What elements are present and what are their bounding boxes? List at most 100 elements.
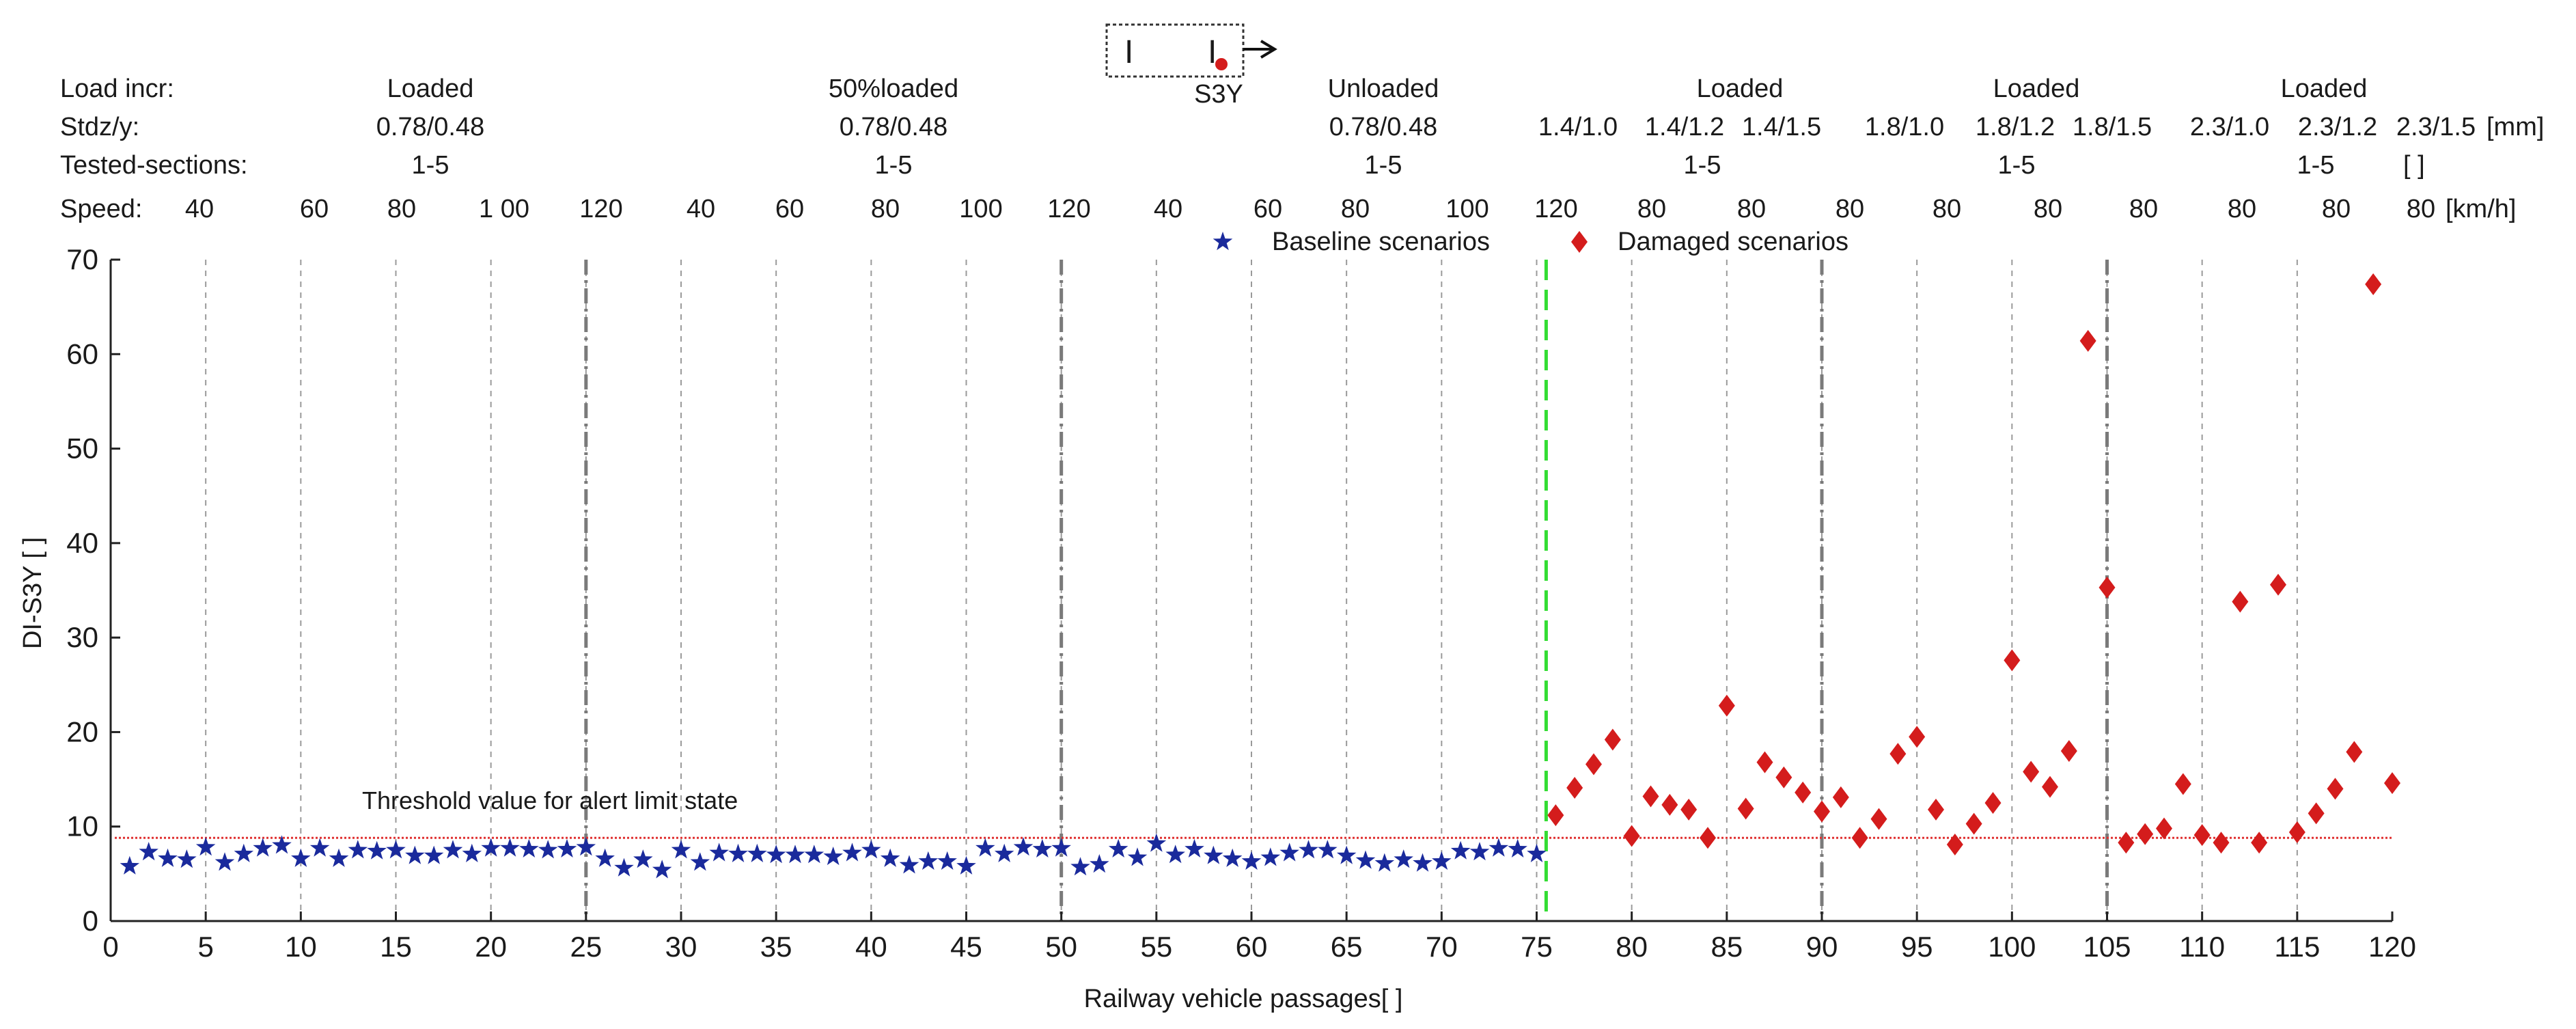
baseline-point	[690, 852, 710, 871]
baseline-point	[329, 848, 349, 867]
damaged-point	[1851, 827, 1868, 849]
load-increment: 50%loaded	[829, 74, 958, 103]
stdz-value: 1.8/1.5	[2073, 113, 2152, 141]
damaged-point	[2099, 576, 2116, 599]
damaged-point	[2193, 824, 2211, 847]
y-tick-label: 70	[66, 243, 98, 275]
damaged-point	[1909, 726, 1926, 748]
x-tick-label: 15	[380, 931, 412, 963]
damaged-point	[1718, 694, 1735, 717]
damaged-point	[2346, 741, 2363, 763]
baseline-point	[1204, 845, 1223, 864]
x-ticks: 0 5 10 15 20 25 30 35 40 45 50 55 60 65 70 75 80 85 90 95 10…	[102, 911, 2416, 963]
row-label-sections: Tested-sections:	[60, 151, 248, 180]
baseline-point	[918, 851, 939, 870]
row-label-stdz: Stdz/y:	[60, 113, 139, 141]
x-tick-label: 60	[1236, 931, 1268, 963]
baseline-point	[177, 849, 197, 868]
damaged-point	[2004, 649, 2021, 672]
damaged-point	[2118, 832, 2135, 854]
x-tick-label: 10	[285, 931, 317, 963]
damaged-point	[1737, 797, 1754, 820]
baseline-point	[785, 845, 805, 864]
y-tick-label: 30	[66, 621, 98, 653]
x-tick-label: 85	[1711, 931, 1743, 963]
sections-value: 1-5	[2297, 151, 2335, 180]
baseline-point	[1488, 838, 1509, 857]
baseline-point	[519, 838, 539, 857]
damaged-point	[2288, 821, 2305, 844]
load-increment: Loaded	[387, 74, 474, 103]
baseline-point	[481, 838, 501, 857]
speed-value: 120	[1534, 195, 1577, 223]
damaged-point	[1547, 804, 1564, 827]
x-tick-label: 30	[665, 931, 697, 963]
sensor-diagram: I I S3Y	[1105, 23, 1277, 109]
speed-value: 40	[1154, 195, 1182, 223]
baseline-point	[139, 842, 158, 861]
damaged-point	[2137, 823, 2154, 845]
baseline-point	[1070, 857, 1090, 876]
row-label-speed: Speed:	[60, 195, 142, 223]
speed-value: 80	[2129, 195, 2158, 223]
damaged-point	[2270, 573, 2286, 596]
baseline-point	[1355, 850, 1376, 869]
load-increment: Unloaded	[1328, 74, 1439, 103]
damaged-point	[2308, 802, 2325, 825]
baseline-point	[842, 842, 862, 862]
x-tick-label: 55	[1140, 931, 1172, 963]
baseline-point	[1299, 840, 1318, 859]
x-tick-label: 70	[1426, 931, 1458, 963]
load-increment: Loaded	[2281, 74, 2368, 103]
sections-unit: [ ]	[2403, 151, 2425, 180]
speed-value: 80	[2322, 195, 2351, 223]
speed-value: 100	[959, 195, 1002, 223]
x-tick-label: 35	[760, 931, 792, 963]
baseline-point	[557, 838, 577, 857]
load-increment: Loaded	[1697, 74, 1784, 103]
baseline-point	[1508, 838, 1527, 857]
direction-arrowhead-icon	[1260, 40, 1277, 59]
y-tick-label: 60	[66, 338, 98, 370]
y-tick-label: 40	[66, 527, 98, 559]
baseline-point	[614, 857, 634, 877]
speed-value: 60	[1254, 195, 1282, 223]
legend-diamond-shape	[1571, 231, 1588, 253]
baseline-series	[120, 833, 1547, 879]
baseline-point	[1241, 851, 1262, 870]
damaged-point	[1604, 728, 1621, 751]
baseline-point	[272, 835, 292, 854]
baseline-point	[500, 838, 520, 857]
sections-value: 1-5	[1684, 151, 1721, 180]
baseline-point	[1279, 842, 1299, 862]
x-tick-label: 45	[950, 931, 982, 963]
x-tick-label: 40	[855, 931, 887, 963]
y-axis-label: DI-S3Y [ ]	[18, 537, 47, 649]
damaged-point	[1795, 781, 1812, 804]
baseline-point	[975, 838, 995, 857]
baseline-point	[234, 843, 254, 862]
legend-diamond-icon	[1571, 231, 1588, 253]
x-tick-label: 80	[1616, 931, 1648, 963]
threshold-label: Threshold value for alert limit state	[362, 786, 738, 814]
baseline-point	[1394, 849, 1413, 868]
damaged-point	[1661, 793, 1678, 816]
speed-value: 60	[775, 195, 804, 223]
baseline-point	[880, 848, 900, 867]
damaged-point	[1870, 808, 1887, 830]
baseline-point	[804, 845, 825, 864]
stdz-value: 0.78/0.48	[840, 113, 947, 141]
baseline-point	[709, 842, 729, 862]
baseline-point	[1260, 847, 1281, 866]
x-tick-label: 20	[475, 931, 507, 963]
x-tick-label: 120	[2368, 931, 2416, 963]
baseline-point	[405, 845, 425, 864]
x-tick-label: 50	[1045, 931, 1077, 963]
y-tick-label: 20	[66, 715, 98, 747]
baseline-point	[1013, 837, 1034, 856]
damaged-point	[1965, 812, 1982, 835]
x-axis-label: Railway vehicle passages[ ]	[1084, 985, 1403, 1013]
damaged-point	[2251, 832, 2268, 854]
damaged-point	[1680, 798, 1698, 821]
